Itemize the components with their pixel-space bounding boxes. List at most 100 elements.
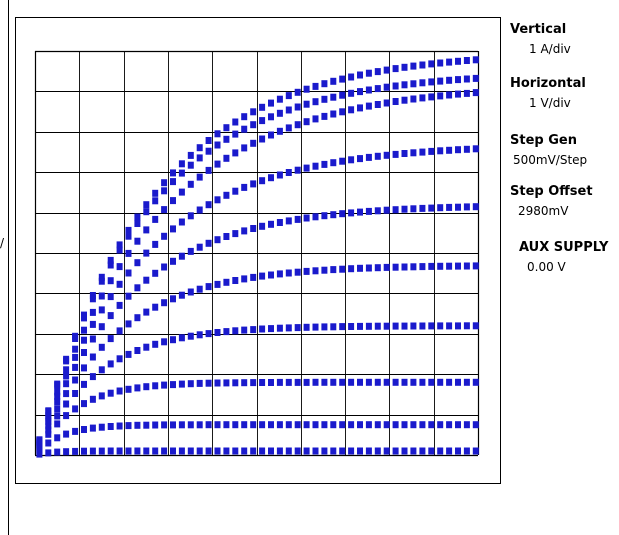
trace-point	[196, 331, 203, 339]
trace-point	[276, 109, 283, 117]
trace-point	[472, 322, 479, 330]
trace-point	[72, 427, 79, 435]
trace-point	[259, 222, 266, 230]
trace-point	[54, 392, 61, 400]
trace-point	[143, 249, 150, 257]
trace-point	[463, 203, 470, 211]
setting-aux-supply: AUX SUPPLY 0.00 V	[510, 240, 618, 274]
trace-point	[276, 270, 283, 278]
trace-point	[392, 263, 399, 271]
trace-point	[89, 424, 96, 432]
trace-point	[54, 434, 61, 442]
trace-point	[285, 378, 292, 386]
trace-point	[365, 322, 372, 330]
trace-point	[374, 447, 381, 455]
trace-point	[187, 447, 194, 455]
trace-point	[365, 102, 372, 110]
trace-point	[392, 150, 399, 158]
trace-point	[321, 447, 328, 455]
trace-point	[401, 421, 408, 429]
trace-point	[303, 447, 310, 455]
trace-point	[472, 378, 479, 386]
trace-point	[214, 421, 221, 429]
trace-point	[63, 400, 70, 408]
trace-point	[98, 306, 105, 314]
trace-point	[268, 220, 274, 228]
trace-point	[116, 355, 123, 363]
trace-point	[170, 225, 176, 233]
trace-point	[45, 439, 52, 447]
trace-point	[232, 421, 239, 429]
trace-point	[294, 378, 301, 386]
trace-point	[383, 83, 390, 91]
trace-point	[187, 212, 194, 220]
trace-point	[205, 201, 212, 209]
trace-point	[303, 323, 310, 331]
trace-point	[205, 421, 212, 429]
trace-point	[285, 269, 292, 277]
trace-point	[401, 63, 408, 71]
trace-point	[250, 421, 257, 429]
trace-point	[312, 267, 319, 275]
trace-point	[294, 121, 301, 129]
trace-point	[232, 187, 239, 195]
trace-point	[268, 113, 274, 121]
trace-point	[446, 76, 453, 84]
trace-point	[419, 204, 426, 212]
trace-point	[463, 378, 470, 386]
trace-point	[383, 322, 390, 330]
trace-point	[214, 130, 221, 138]
trace-point	[259, 177, 266, 185]
trace-point	[392, 378, 399, 386]
trace-point	[419, 79, 426, 87]
trace-point	[116, 422, 123, 430]
trace-point	[259, 103, 266, 111]
setting-horizontal-value: 1 V/div	[529, 96, 571, 110]
trace-point	[125, 249, 132, 257]
trace-point	[339, 75, 346, 83]
trace-point	[36, 436, 43, 444]
trace-point	[401, 150, 408, 157]
trace-point	[339, 210, 346, 218]
trace-point	[410, 378, 417, 386]
trace-point	[365, 86, 372, 94]
trace-point	[214, 196, 221, 204]
trace-point	[312, 82, 319, 90]
trace-point	[463, 145, 470, 153]
trace-point	[107, 261, 114, 269]
trace-point	[143, 308, 150, 316]
trace-point	[223, 154, 230, 162]
trace-point	[152, 215, 159, 223]
trace-point	[196, 421, 203, 429]
trace-point	[285, 169, 292, 176]
trace-point	[463, 322, 470, 330]
trace-point	[330, 110, 337, 118]
trace-point	[268, 271, 274, 279]
trace-point	[161, 187, 168, 195]
trace-point	[107, 335, 114, 343]
trace-point	[330, 323, 337, 331]
trace-point	[178, 291, 185, 299]
trace-point	[437, 92, 444, 100]
trace-point	[419, 322, 426, 330]
trace-point	[285, 92, 292, 100]
trace-point	[374, 207, 381, 215]
trace-curve	[36, 203, 479, 447]
trace-point	[125, 226, 132, 234]
trace-point	[348, 323, 355, 330]
trace-point	[134, 213, 141, 221]
trace-point	[125, 232, 132, 240]
trace-point	[72, 447, 79, 455]
trace-point	[472, 89, 479, 97]
trace-point	[321, 95, 328, 103]
trace-point	[223, 379, 230, 387]
trace-point	[383, 263, 390, 271]
trace-point	[303, 267, 310, 275]
trace-point	[125, 385, 132, 393]
trace-point	[303, 214, 310, 222]
trace-point	[89, 447, 96, 455]
trace-point	[214, 379, 221, 387]
trace-point	[178, 447, 185, 455]
trace-point	[357, 322, 363, 330]
trace-point	[410, 421, 417, 429]
